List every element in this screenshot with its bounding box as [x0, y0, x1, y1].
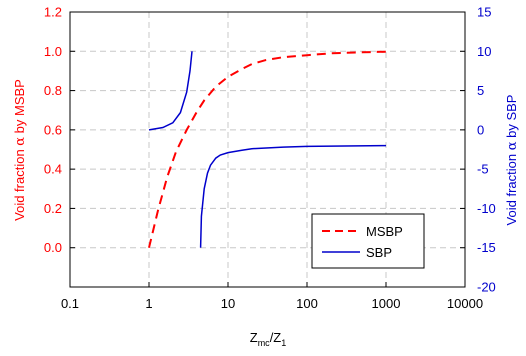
y-right-tick-label: -5 — [477, 162, 489, 177]
y-left-axis-label: Void fraction α by MSBP — [12, 79, 28, 221]
y-right-tick-label: -20 — [477, 280, 496, 295]
y-left-label-symbol: α — [13, 137, 28, 146]
x-tick-label: 10000 — [447, 296, 483, 311]
legend: MSBP SBP — [311, 213, 425, 269]
y-left-tick-label: 0.0 — [44, 240, 62, 255]
y-right-tick-label: 10 — [477, 44, 491, 59]
x-tick-label: 0.1 — [61, 296, 79, 311]
y-right-label-symbol: α — [505, 141, 520, 150]
y-right-label-post: by SBP — [504, 95, 519, 142]
y-left-tick-label: 0.8 — [44, 83, 62, 98]
y-right-tick-label: 0 — [477, 122, 484, 137]
x-axis-label: Zmc/Z1 — [250, 330, 287, 348]
x-label-sep: /Z — [270, 330, 282, 345]
y-left-tick-label: 0.4 — [44, 162, 62, 177]
series-sbp-line-1 — [148, 51, 193, 131]
y-right-label-pre: Void fraction — [504, 150, 519, 225]
x-axis-ticks: 0.1 1 10 100 1000 10000 — [61, 282, 483, 311]
y-right-tick-label: -15 — [477, 240, 496, 255]
y-left-label-pre: Void fraction — [12, 146, 27, 221]
y-right-axis-label: Void fraction α by SBP — [504, 95, 520, 226]
y-left-axis-ticks: 0.0 0.2 0.4 0.6 0.8 1.0 1.2 — [44, 5, 75, 255]
y-left-tick-label: 1.0 — [44, 44, 62, 59]
y-left-tick-label: 0.2 — [44, 201, 62, 216]
series-sbp-line-2 — [199, 144, 387, 248]
x-tick-label: 1 — [145, 296, 152, 311]
y-left-tick-label: 1.2 — [44, 5, 62, 20]
grid — [70, 12, 465, 287]
y-left-label-post: by MSBP — [12, 79, 27, 137]
plot-frame — [69, 11, 466, 288]
y-right-axis-ticks: -20 -15 -10 -5 0 5 10 15 — [460, 5, 496, 295]
legend-box — [311, 213, 425, 269]
series-layer — [148, 50, 387, 248]
x-label-sub2: 1 — [281, 338, 286, 348]
y-right-tick-label: -10 — [477, 201, 496, 216]
y-right-tick-label: 5 — [477, 83, 484, 98]
series-msbp-line — [148, 50, 387, 248]
y-left-tick-label: 0.6 — [44, 122, 62, 137]
x-tick-label: 10 — [221, 296, 235, 311]
x-label-sub1: mc — [258, 338, 270, 348]
y-right-tick-label: 15 — [477, 5, 491, 20]
x-label-main: Z — [250, 330, 258, 345]
legend-sbp-label: SBP — [366, 245, 392, 260]
x-tick-label: 100 — [296, 296, 318, 311]
legend-msbp-label: MSBP — [366, 224, 403, 239]
x-tick-label: 1000 — [372, 296, 401, 311]
